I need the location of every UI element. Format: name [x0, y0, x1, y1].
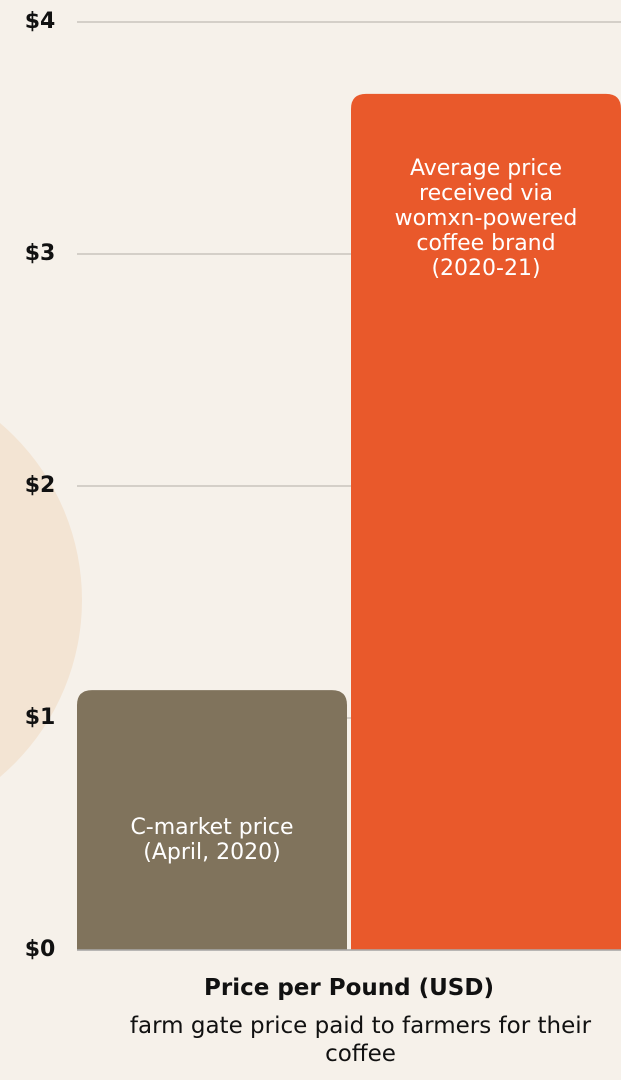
bar	[351, 93, 621, 951]
x-axis-label: Price per Pound (USD)	[204, 975, 494, 1001]
bar-label: Average price received via womxn-powered…	[394, 155, 578, 281]
y-tick-label: $2	[25, 473, 56, 498]
y-tick-label: $3	[25, 241, 56, 266]
decor-circle	[0, 423, 82, 777]
y-tick-label: $4	[25, 9, 56, 34]
bar-label: C-market price (April, 2020)	[130, 815, 294, 865]
y-tick-label: $0	[25, 937, 56, 962]
bar	[77, 690, 347, 950]
x-axis-sublabel: farm gate price paid to farmers for thei…	[129, 1013, 592, 1067]
y-tick-label: $1	[25, 705, 56, 730]
